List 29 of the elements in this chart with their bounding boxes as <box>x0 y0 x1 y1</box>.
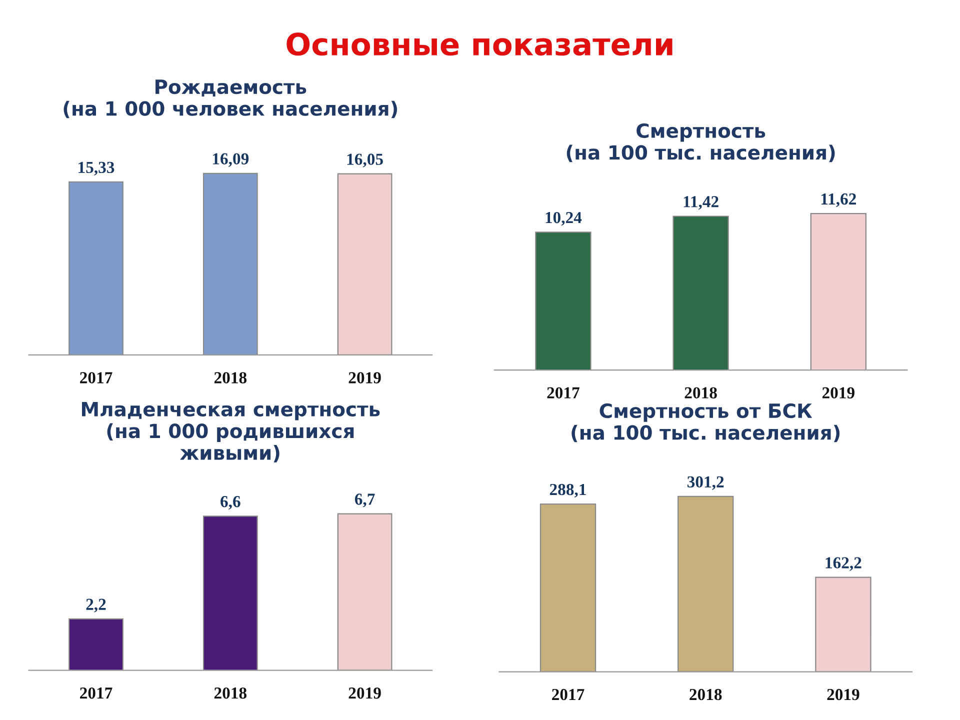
data-label: 6,6 <box>220 496 240 510</box>
chart-title: Смертность от БСК (на 100 тыс. населения) <box>572 403 840 442</box>
data-label: 6,7 <box>354 494 375 508</box>
x-tick-label: 2018 <box>214 372 247 384</box>
chart-title: Смертность (на 100 тыс. населения) <box>566 123 835 162</box>
data-label: 301,2 <box>687 476 724 490</box>
x-tick-label: 2018 <box>684 387 717 398</box>
x-tick-label: 2017 <box>552 688 584 700</box>
x-tick-label: 2017 <box>547 387 580 398</box>
x-tick-label: 2019 <box>827 688 860 700</box>
data-label: 16,05 <box>347 154 383 168</box>
chart-title: Рождаемость (на 1 000 человек населения) <box>64 80 398 118</box>
data-label: 11,42 <box>684 196 718 210</box>
x-tick-label: 2018 <box>690 688 722 700</box>
data-label: 288,1 <box>550 484 586 498</box>
x-tick-label: 2017 <box>80 372 112 384</box>
x-tick-label: 2018 <box>214 687 247 699</box>
text: Основные показатели <box>286 32 672 56</box>
data-label: 162,2 <box>826 557 862 571</box>
data-label: 11,62 <box>821 193 856 208</box>
chart-title: Младенческая смертность (на 1 000 родившихся живыми) <box>82 402 380 462</box>
data-label: 16,09 <box>212 153 249 167</box>
x-tick-label: 2019 <box>348 687 381 699</box>
data-label: 2,2 <box>86 598 106 612</box>
x-tick-label: 2019 <box>348 372 381 384</box>
x-tick-label: 2017 <box>80 687 112 699</box>
data-label: 15,33 <box>78 162 114 176</box>
data-label: 10,24 <box>546 212 582 226</box>
x-tick-label: 2019 <box>822 387 854 398</box>
